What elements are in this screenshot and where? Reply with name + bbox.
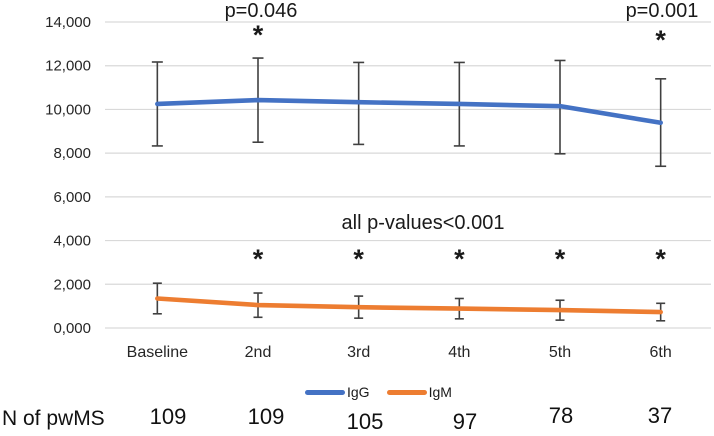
x-label-2nd: 2nd [245,344,272,361]
asterisk-igg-2nd: * [252,20,264,50]
legend-item-igm: IgM [386,384,452,400]
y-tick-6000: 6,000 [53,189,91,206]
asterisk-igm-4th: * [454,244,465,274]
chart-legend: IgG IgM [305,384,452,400]
n-value-2nd: 109 [247,404,285,429]
asterisk-igm-6th: * [655,244,666,274]
y-tick-10000: 10,000 [45,101,91,118]
asterisk-igm-5th: * [554,244,566,274]
legend-item-igg: IgG [305,384,370,400]
igg-line [155,97,663,126]
y-tick-12000: 12,000 [45,58,91,75]
legend-label-igm: IgM [428,384,452,400]
y-tick-14000: 14,000 [45,14,91,31]
igm-line-swatch [386,389,427,395]
pvalue-annotation-igg-2nd: p=0.046 [224,0,298,22]
n-value-baseline: 109 [149,404,187,429]
y-tick-0: 0,000 [53,320,91,337]
x-label-6th: 6th [650,344,672,361]
asterisk-igg-6th: * [655,25,666,55]
x-label-3rd: 3rd [347,344,370,361]
n-row-label: N of pwMS [2,407,105,430]
asterisk-igm-2nd: * [252,244,264,274]
y-tick-2000: 2,000 [53,276,91,293]
n-value-6th: 37 [647,403,673,428]
x-label-5th: 5th [549,344,571,361]
pvalue-annotation-igg-6th: p=0.001 [625,0,699,22]
y-tick-8000: 8,000 [53,145,91,162]
asterisk-igm-3rd: * [353,244,364,274]
legend-label-igg: IgG [347,384,370,400]
igm-line [155,296,663,315]
x-label-4th: 4th [448,344,470,361]
n-value-5th: 78 [548,403,574,428]
y-tick-4000: 4,000 [53,233,91,250]
n-value-4th: 97 [452,409,478,434]
igg-line-swatch [305,389,345,395]
x-label-baseline: Baseline [127,344,188,361]
pvalue-annotation-igm-all: all p-values<0.001 [341,212,505,234]
n-value-3rd: 105 [346,409,384,434]
